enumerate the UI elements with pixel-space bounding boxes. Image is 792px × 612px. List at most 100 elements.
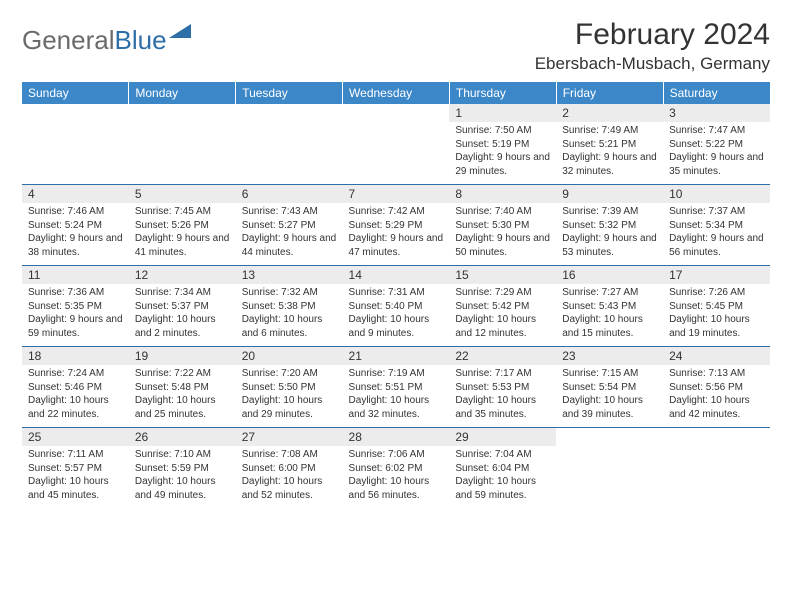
sunrise-text: Sunrise: 7:24 AM xyxy=(28,367,123,381)
day-number: 11 xyxy=(22,266,129,284)
sunset-text: Sunset: 6:00 PM xyxy=(242,462,337,476)
daylight-text: Daylight: 10 hours and 9 minutes. xyxy=(349,313,444,340)
sunrise-text: Sunrise: 7:47 AM xyxy=(669,124,764,138)
title-block: February 2024 Ebersbach-Musbach, Germany xyxy=(535,18,770,74)
daylight-text: Daylight: 10 hours and 19 minutes. xyxy=(669,313,764,340)
sunset-text: Sunset: 5:57 PM xyxy=(28,462,123,476)
sunrise-text: Sunrise: 7:26 AM xyxy=(669,286,764,300)
daylight-text: Daylight: 9 hours and 41 minutes. xyxy=(135,232,230,259)
day-number: 28 xyxy=(343,428,450,446)
sunrise-text: Sunrise: 7:42 AM xyxy=(349,205,444,219)
day-detail xyxy=(236,122,343,185)
day-number: 19 xyxy=(129,347,236,365)
day-number: 21 xyxy=(343,347,450,365)
daynum-row: 45678910 xyxy=(22,185,770,203)
day-detail: Sunrise: 7:37 AMSunset: 5:34 PMDaylight:… xyxy=(663,203,770,266)
daylight-text: Daylight: 9 hours and 38 minutes. xyxy=(28,232,123,259)
detail-row: Sunrise: 7:36 AMSunset: 5:35 PM Daylight:… xyxy=(22,284,770,347)
sunrise-text: Sunrise: 7:45 AM xyxy=(135,205,230,219)
sunrise-text: Sunrise: 7:27 AM xyxy=(562,286,657,300)
logo-gray: General xyxy=(22,25,115,55)
detail-row: Sunrise: 7:50 AMSunset: 5:19 PM Daylight:… xyxy=(22,122,770,185)
sunrise-text: Sunrise: 7:13 AM xyxy=(669,367,764,381)
daylight-text: Daylight: 10 hours and 56 minutes. xyxy=(349,475,444,502)
day-detail: Sunrise: 7:36 AMSunset: 5:35 PMDaylight:… xyxy=(22,284,129,347)
day-detail: Sunrise: 7:31 AMSunset: 5:40 PMDaylight:… xyxy=(343,284,450,347)
day-number: 6 xyxy=(236,185,343,203)
daynum-row: 11121314151617 xyxy=(22,266,770,284)
daylight-text: Daylight: 10 hours and 42 minutes. xyxy=(669,394,764,421)
day-detail: Sunrise: 7:32 AMSunset: 5:38 PMDaylight:… xyxy=(236,284,343,347)
day-number xyxy=(129,104,236,122)
sunset-text: Sunset: 5:22 PM xyxy=(669,138,764,152)
weekday-header: Monday xyxy=(129,82,236,104)
day-detail xyxy=(22,122,129,185)
day-detail: Sunrise: 7:49 AMSunset: 5:21 PMDaylight:… xyxy=(556,122,663,185)
day-number xyxy=(343,104,450,122)
daynum-row: 18192021222324 xyxy=(22,347,770,365)
sunrise-text: Sunrise: 7:29 AM xyxy=(455,286,550,300)
day-number: 27 xyxy=(236,428,343,446)
daylight-text: Daylight: 9 hours and 32 minutes. xyxy=(562,151,657,178)
daylight-text: Daylight: 10 hours and 52 minutes. xyxy=(242,475,337,502)
sunrise-text: Sunrise: 7:36 AM xyxy=(28,286,123,300)
sunset-text: Sunset: 5:19 PM xyxy=(455,138,550,152)
sunrise-text: Sunrise: 7:04 AM xyxy=(455,448,550,462)
daylight-text: Daylight: 10 hours and 12 minutes. xyxy=(455,313,550,340)
day-number: 16 xyxy=(556,266,663,284)
daylight-text: Daylight: 9 hours and 35 minutes. xyxy=(669,151,764,178)
day-detail: Sunrise: 7:50 AMSunset: 5:19 PMDaylight:… xyxy=(449,122,556,185)
logo-blue: Blue xyxy=(115,25,167,55)
sunset-text: Sunset: 5:24 PM xyxy=(28,219,123,233)
day-detail: Sunrise: 7:11 AMSunset: 5:57 PMDaylight:… xyxy=(22,446,129,508)
daylight-text: Daylight: 9 hours and 56 minutes. xyxy=(669,232,764,259)
day-number: 13 xyxy=(236,266,343,284)
sunset-text: Sunset: 5:46 PM xyxy=(28,381,123,395)
sunrise-text: Sunrise: 7:08 AM xyxy=(242,448,337,462)
day-detail: Sunrise: 7:46 AMSunset: 5:24 PMDaylight:… xyxy=(22,203,129,266)
day-detail: Sunrise: 7:15 AMSunset: 5:54 PMDaylight:… xyxy=(556,365,663,428)
weekday-header: Tuesday xyxy=(236,82,343,104)
daylight-text: Daylight: 9 hours and 50 minutes. xyxy=(455,232,550,259)
sunset-text: Sunset: 6:04 PM xyxy=(455,462,550,476)
daylight-text: Daylight: 10 hours and 6 minutes. xyxy=(242,313,337,340)
daylight-text: Daylight: 10 hours and 45 minutes. xyxy=(28,475,123,502)
day-number: 1 xyxy=(449,104,556,122)
daylight-text: Daylight: 9 hours and 53 minutes. xyxy=(562,232,657,259)
weekday-header: Wednesday xyxy=(343,82,450,104)
detail-row: Sunrise: 7:46 AMSunset: 5:24 PMDaylight:… xyxy=(22,203,770,266)
daylight-text: Daylight: 9 hours and 47 minutes. xyxy=(349,232,444,259)
sunset-text: Sunset: 5:21 PM xyxy=(562,138,657,152)
sunset-text: Sunset: 5:50 PM xyxy=(242,381,337,395)
day-detail: Sunrise: 7:24 AMSunset: 5:46 PMDaylight:… xyxy=(22,365,129,428)
day-number: 10 xyxy=(663,185,770,203)
sunrise-text: Sunrise: 7:50 AM xyxy=(455,124,550,138)
day-detail: Sunrise: 7:06 AMSunset: 6:02 PMDaylight:… xyxy=(343,446,450,508)
day-number: 4 xyxy=(22,185,129,203)
sunrise-text: Sunrise: 7:43 AM xyxy=(242,205,337,219)
sunset-text: Sunset: 5:29 PM xyxy=(349,219,444,233)
day-detail xyxy=(663,446,770,508)
location: Ebersbach-Musbach, Germany xyxy=(535,54,770,74)
sunset-text: Sunset: 5:48 PM xyxy=(135,381,230,395)
sunrise-text: Sunrise: 7:31 AM xyxy=(349,286,444,300)
day-number: 24 xyxy=(663,347,770,365)
sunset-text: Sunset: 5:37 PM xyxy=(135,300,230,314)
weekday-header: Sunday xyxy=(22,82,129,104)
day-detail: Sunrise: 7:10 AMSunset: 5:59 PMDaylight:… xyxy=(129,446,236,508)
day-number: 26 xyxy=(129,428,236,446)
day-number: 5 xyxy=(129,185,236,203)
sunset-text: Sunset: 5:35 PM xyxy=(28,300,123,314)
day-number: 9 xyxy=(556,185,663,203)
sunrise-text: Sunrise: 7:10 AM xyxy=(135,448,230,462)
day-number xyxy=(236,104,343,122)
detail-row: Sunrise: 7:11 AMSunset: 5:57 PMDaylight:… xyxy=(22,446,770,508)
sunset-text: Sunset: 5:56 PM xyxy=(669,381,764,395)
day-number xyxy=(22,104,129,122)
daylight-text: Daylight: 10 hours and 25 minutes. xyxy=(135,394,230,421)
sunrise-text: Sunrise: 7:15 AM xyxy=(562,367,657,381)
header: GeneralBlue February 2024 Ebersbach-Musb… xyxy=(22,18,770,74)
sunrise-text: Sunrise: 7:22 AM xyxy=(135,367,230,381)
day-number: 7 xyxy=(343,185,450,203)
day-detail: Sunrise: 7:04 AMSunset: 6:04 PMDaylight:… xyxy=(449,446,556,508)
